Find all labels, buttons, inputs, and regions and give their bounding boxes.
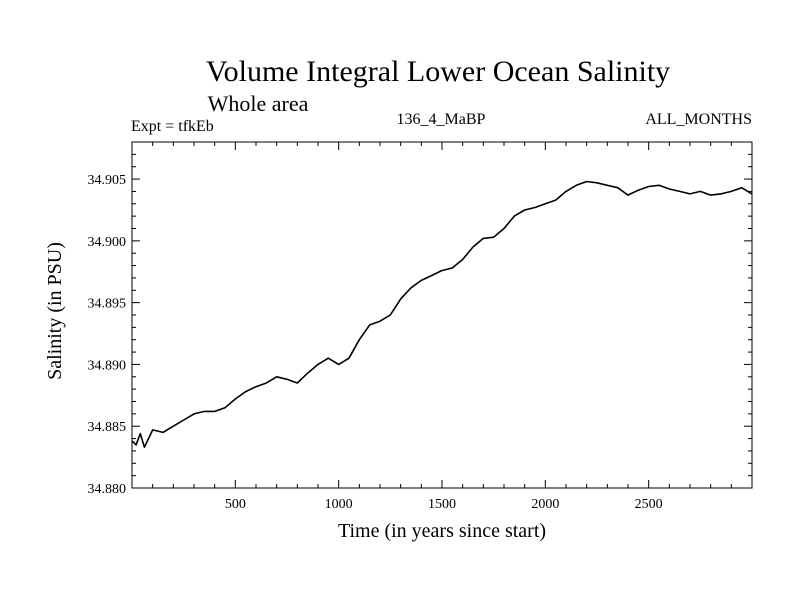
x-axis-label: Time (in years since start) xyxy=(338,520,546,542)
annotation-left: Expt = tfkEb xyxy=(131,118,214,135)
x-tick-label: 2500 xyxy=(635,497,663,512)
y-tick-label: 34.880 xyxy=(88,482,127,497)
annotation-right: ALL_MONTHS xyxy=(645,111,752,128)
x-tick-label: 1000 xyxy=(325,497,353,512)
annotation-center: 136_4_MaBP xyxy=(397,111,486,128)
y-tick-label: 34.895 xyxy=(88,297,127,312)
chart-subtitle: Whole area xyxy=(208,91,309,116)
salinity-series-line xyxy=(131,180,753,448)
x-tick-label: 2000 xyxy=(531,497,559,512)
y-tick-label: 34.890 xyxy=(88,358,127,373)
plot-frame xyxy=(131,141,753,489)
y-tick-label: 34.900 xyxy=(88,235,127,250)
x-tick-label: 500 xyxy=(225,497,246,512)
tick-labels: 500 1000 1500 2000 2500 34.880 34.885 34.890 34.… xyxy=(88,173,663,512)
x-tick-label: 1500 xyxy=(428,497,456,512)
chart-title: Volume Integral Lower Ocean Salinity xyxy=(206,55,670,88)
y-tick-label: 34.885 xyxy=(88,420,127,435)
axis-ticks xyxy=(132,142,752,488)
y-tick-label: 34.905 xyxy=(88,173,127,188)
y-axis-label: Salinity (in PSU) xyxy=(44,242,66,380)
